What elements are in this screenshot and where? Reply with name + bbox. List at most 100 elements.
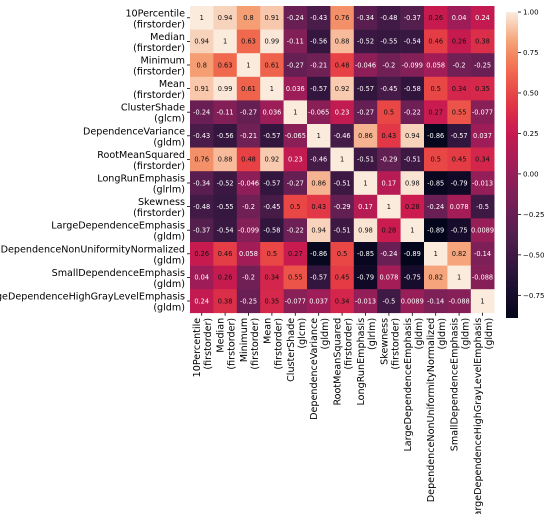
- heatmap-cell: [353, 218, 378, 243]
- column-label: Minimum(firstorder): [239, 318, 261, 370]
- heatmap-cell: [307, 76, 331, 101]
- heatmap-cell: [283, 289, 308, 314]
- cell-value-label: 0.8: [196, 61, 207, 69]
- cell-value-label: 0.0089: [471, 227, 494, 235]
- cell-value-label: 0.48: [335, 61, 350, 69]
- colorbar-tick-label: 1.00: [523, 9, 539, 17]
- cell-value-label: -0.43: [193, 132, 210, 140]
- heatmap-cell: [260, 29, 284, 54]
- cell-value-label: -0.22: [404, 109, 421, 117]
- heatmap-cell: [353, 124, 378, 148]
- heatmap-cell: [377, 53, 401, 78]
- column-label: 10Percentile(firstorder): [192, 318, 214, 378]
- heatmap-cell: [470, 76, 495, 101]
- heatmap-cell: [424, 100, 448, 125]
- row-label: Minimum (firstorder): [133, 56, 185, 78]
- heatmap-cell: [377, 124, 401, 148]
- heatmap-cell: [190, 218, 214, 243]
- cell-value-label: -0.11: [217, 109, 234, 117]
- cell-value-label: -0.077: [472, 109, 493, 117]
- heatmap-cell: [236, 76, 261, 101]
- cell-value-label: -0.45: [380, 85, 397, 93]
- cell-value-label: 0.24: [475, 14, 490, 22]
- cell-value-label: -0.27: [357, 109, 374, 117]
- heatmap-cell: [213, 171, 238, 196]
- cell-value-label: -0.099: [238, 227, 259, 235]
- cell-value-label: -0.22: [287, 227, 304, 235]
- heatmap-cell: [190, 6, 214, 30]
- cell-value-label: -0.54: [404, 38, 421, 46]
- heatmap-cell: [213, 218, 238, 243]
- cell-value-label: -0.25: [474, 61, 491, 69]
- cell-value-label: 0.17: [358, 203, 373, 211]
- cell-value-label: 0.5: [267, 250, 278, 258]
- cell-value-label: 0.35: [475, 85, 490, 93]
- cell-value-label: -0.29: [334, 203, 351, 211]
- heatmap-cell: [283, 76, 308, 101]
- cell-value-label: 0.037: [473, 132, 492, 140]
- heatmap-cell: [400, 53, 425, 78]
- heatmap-cell: [424, 289, 448, 314]
- column-label: Skewness(firstorder): [379, 318, 401, 370]
- heatmap-cell: [353, 100, 378, 125]
- heatmap-cell: [330, 242, 355, 266]
- cell-value-label: -0.54: [217, 227, 234, 235]
- heatmap-cell: [400, 6, 425, 30]
- heatmap-cell: [307, 289, 331, 314]
- heatmap-cell: [424, 265, 448, 290]
- cell-value-label: -0.46: [334, 132, 351, 140]
- heatmap-cell: [330, 194, 355, 219]
- colorbar-tick-label: 0.25: [523, 130, 539, 138]
- cell-value-label: 0.34: [335, 297, 350, 305]
- heatmap-cell: [283, 171, 308, 196]
- cell-value-label: -0.56: [310, 38, 327, 46]
- cell-value-label: -0.46: [310, 156, 327, 164]
- heatmap-cell: [213, 53, 238, 78]
- cell-value-label: -0.088: [472, 274, 493, 282]
- heatmap-cell: [377, 289, 401, 314]
- cell-value-label: 0.27: [288, 250, 303, 258]
- heatmap-cell: [447, 100, 472, 125]
- column-label: DependenceNonUniformityNormalized(gldm): [426, 318, 448, 502]
- heatmap-cell: [377, 147, 401, 172]
- heatmap-cell: [307, 218, 331, 243]
- row-label: Mean (firstorder): [133, 79, 185, 101]
- cell-value-label: -0.85: [357, 250, 374, 258]
- heatmap-cell: [377, 242, 401, 266]
- cell-value-label: 1: [363, 179, 367, 187]
- cell-value-label: 0.94: [218, 14, 233, 22]
- cell-value-label: -0.25: [240, 297, 257, 305]
- cell-value-label: -0.27: [287, 61, 304, 69]
- heatmap-cell: [190, 124, 214, 148]
- heatmap-cell: [236, 124, 261, 148]
- heatmap-cell: [447, 265, 472, 290]
- cell-value-label: 0.26: [428, 14, 443, 22]
- cell-value-label: 0.43: [311, 203, 326, 211]
- cell-value-label: 0.92: [265, 156, 280, 164]
- column-label: LongRunEmphasis(glrlm): [356, 318, 378, 406]
- heatmap-cell: [213, 100, 238, 125]
- heatmap-cell: [260, 124, 284, 148]
- cell-value-label: 0.04: [452, 14, 467, 22]
- colorbar-gradient: [506, 12, 518, 318]
- cell-value-label: -0.013: [355, 297, 376, 305]
- heatmap-cell: [260, 242, 284, 266]
- heatmap-cell: [213, 6, 238, 30]
- cell-value-label: -0.51: [404, 156, 421, 164]
- heatmap-cell: [283, 6, 308, 30]
- heatmap-cell: [353, 53, 378, 78]
- cell-value-label: -0.2: [242, 274, 255, 282]
- cell-value-label: 0.5: [430, 156, 441, 164]
- heatmap-cell: [470, 53, 495, 78]
- cell-value-label: -0.75: [451, 227, 468, 235]
- heatmap-cell: [236, 265, 261, 290]
- cell-value-label: 0.91: [194, 85, 209, 93]
- heatmap-cell: [470, 100, 495, 125]
- heatmap-cell: [470, 124, 495, 148]
- cell-value-label: 0.45: [335, 274, 350, 282]
- heatmap-cell: [213, 265, 238, 290]
- cell-value-label: 0.43: [382, 132, 397, 140]
- heatmap-cell: [330, 147, 355, 172]
- heatmap-cell: [377, 218, 401, 243]
- colorbar-tick-label: 0.50: [523, 89, 539, 97]
